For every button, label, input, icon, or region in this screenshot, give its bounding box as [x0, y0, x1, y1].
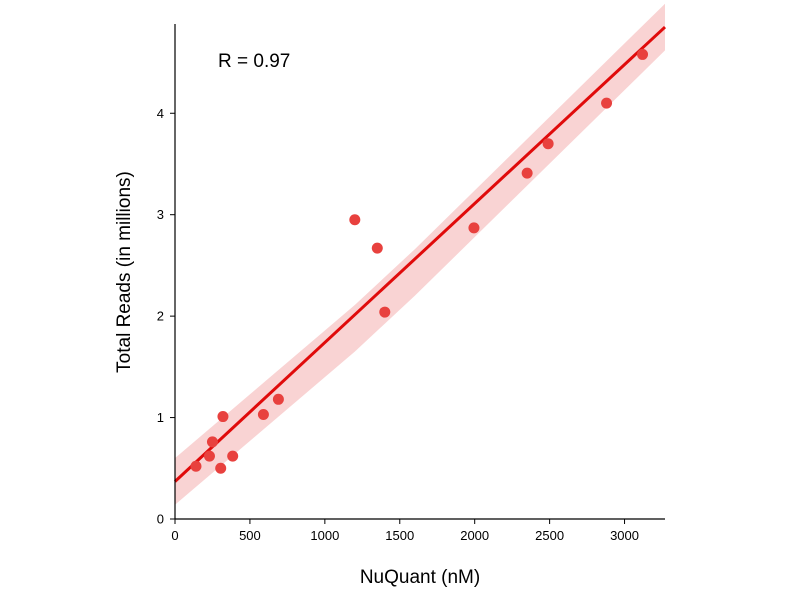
data-point [227, 450, 239, 462]
fit-line-layer [173, 25, 667, 483]
regression-line [173, 25, 667, 483]
correlation-annotation: R = 0.97 [218, 51, 290, 72]
data-point [206, 436, 218, 448]
y-tick-label: 4 [157, 106, 164, 121]
x-tick-label: 1000 [310, 528, 339, 543]
data-point [521, 167, 533, 179]
x-ticks-layer: 0 500 1000 1500 2000 2500 3000 [171, 519, 639, 543]
data-point [468, 222, 480, 234]
x-tick-label: 3000 [610, 528, 639, 543]
y-axis-title: Total Reads (in millions) [114, 171, 135, 373]
x-tick-label: 1500 [385, 528, 414, 543]
data-point [257, 409, 269, 421]
y-tick-label: 1 [157, 410, 164, 425]
data-points-layer [190, 48, 649, 474]
x-tick-label: 2500 [535, 528, 564, 543]
y-tick-label: 0 [157, 512, 164, 527]
data-point [371, 242, 383, 254]
data-point [349, 214, 361, 226]
x-tick-label: 0 [171, 528, 178, 543]
data-point [379, 306, 391, 318]
x-axis-title: NuQuant (nM) [360, 567, 480, 588]
y-tick-label: 2 [157, 309, 164, 324]
axes-layer [174, 24, 665, 520]
data-point [203, 450, 215, 462]
y-ticks-layer: 0 1 2 3 4 [157, 106, 175, 527]
data-point [215, 462, 227, 474]
data-point [217, 411, 229, 423]
data-point [637, 48, 649, 60]
x-tick-label: 2000 [460, 528, 489, 543]
data-point [190, 460, 202, 472]
data-point [542, 138, 554, 150]
data-point [601, 97, 613, 109]
x-tick-label: 500 [239, 528, 261, 543]
y-tick-label: 3 [157, 207, 164, 222]
data-point [272, 393, 284, 405]
